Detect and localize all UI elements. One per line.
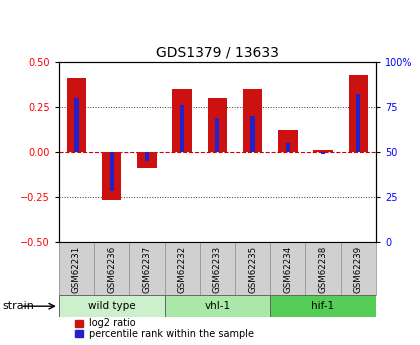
- Bar: [215, 118, 220, 152]
- Text: wild type: wild type: [88, 301, 136, 311]
- Bar: [165, 295, 270, 317]
- Text: GSM62237: GSM62237: [142, 246, 151, 293]
- Bar: [145, 152, 149, 161]
- Text: GSM62234: GSM62234: [284, 246, 292, 293]
- Text: GSM62238: GSM62238: [318, 246, 328, 293]
- Bar: [270, 295, 376, 317]
- Text: GSM62239: GSM62239: [354, 246, 363, 293]
- Text: log2 ratio: log2 ratio: [89, 318, 136, 328]
- Bar: [59, 295, 165, 317]
- Text: strain: strain: [2, 301, 34, 311]
- Bar: [75, 320, 83, 327]
- Bar: [137, 152, 157, 168]
- Text: GSM62236: GSM62236: [107, 246, 116, 293]
- Bar: [180, 105, 184, 152]
- Title: GDS1379 / 13633: GDS1379 / 13633: [156, 46, 279, 60]
- Text: hif-1: hif-1: [312, 301, 335, 311]
- Bar: [321, 152, 325, 154]
- Bar: [250, 116, 255, 152]
- Bar: [207, 98, 227, 152]
- Text: vhl-1: vhl-1: [204, 301, 231, 311]
- Bar: [102, 152, 121, 200]
- Bar: [75, 331, 83, 337]
- Text: GSM62231: GSM62231: [72, 246, 81, 293]
- Text: percentile rank within the sample: percentile rank within the sample: [89, 329, 254, 339]
- Bar: [74, 98, 79, 152]
- Text: GSM62233: GSM62233: [213, 246, 222, 293]
- Bar: [278, 130, 297, 152]
- Bar: [313, 150, 333, 152]
- Bar: [286, 143, 290, 152]
- Bar: [67, 78, 86, 152]
- Bar: [349, 75, 368, 152]
- Text: GSM62235: GSM62235: [248, 246, 257, 293]
- Bar: [110, 152, 114, 191]
- Bar: [356, 95, 360, 152]
- Bar: [243, 89, 262, 152]
- Bar: [173, 89, 192, 152]
- Text: GSM62232: GSM62232: [178, 246, 186, 293]
